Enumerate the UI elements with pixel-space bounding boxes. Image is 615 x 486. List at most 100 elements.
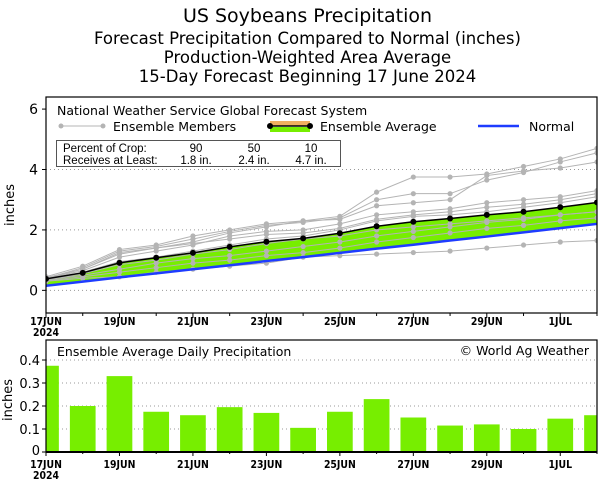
ensemble-member-point xyxy=(594,159,597,165)
y-tick-label: 0.3 xyxy=(19,377,40,392)
y-axis-label: inches xyxy=(1,379,16,421)
ensemble-member-point xyxy=(557,159,563,165)
bar xyxy=(400,417,427,452)
crop-table-percent: 90 xyxy=(190,143,203,155)
legend-average-label: Ensemble Average xyxy=(320,119,437,134)
ensemble-member-point xyxy=(263,228,269,235)
legend-average-dot xyxy=(267,123,273,129)
ensemble-average-point xyxy=(373,223,380,230)
ensemble-member-point xyxy=(447,206,453,212)
x-tick-label: 25JUN xyxy=(324,459,356,471)
ensemble-member-point xyxy=(557,212,563,218)
ensemble-average-point xyxy=(594,199,597,206)
ensemble-member-point xyxy=(374,203,380,209)
ensemble-member-point xyxy=(410,249,416,256)
ensemble-member-point xyxy=(557,239,563,245)
ensemble-member-point xyxy=(520,197,527,203)
ensemble-average-point xyxy=(336,230,343,237)
ensemble-member-point xyxy=(520,204,527,210)
ensemble-member-point xyxy=(337,253,343,259)
bar xyxy=(584,415,597,452)
ensemble-member-point xyxy=(153,248,159,254)
crop-table-amount: 2.4 in. xyxy=(238,155,269,167)
ensemble-member-point xyxy=(520,242,527,248)
ensemble-average-point xyxy=(483,211,490,218)
legend-members-dot xyxy=(100,123,106,129)
top-plot-frame xyxy=(45,96,598,314)
y-tick-label: 4 xyxy=(29,163,38,179)
crop-table-percent: 50 xyxy=(248,143,261,155)
ensemble-member-point xyxy=(410,228,416,235)
ensemble-member-point xyxy=(374,197,380,203)
y-tick-label: 6 xyxy=(29,102,38,118)
bar xyxy=(253,412,280,452)
normal-line xyxy=(46,222,597,288)
bar xyxy=(290,427,316,452)
legend-normal-label: Normal xyxy=(529,119,574,134)
ensemble-member-point xyxy=(410,224,416,230)
x-tick-label: 27JUN xyxy=(397,316,429,328)
y-tick-label: 0.1 xyxy=(19,423,40,438)
crop-table-row2-label: Receives at Least: xyxy=(63,155,158,167)
ensemble-member-point xyxy=(300,249,306,256)
bar-plot-area xyxy=(46,359,597,452)
crop-table-amount: 4.7 in. xyxy=(295,155,326,167)
legend-average-fill xyxy=(270,127,310,132)
x-tick-label: 17JUN xyxy=(30,316,62,328)
legend-source-label: National Weather Service Global Forecast… xyxy=(57,103,367,118)
ensemble-member-point xyxy=(520,168,527,174)
ensemble-average-point xyxy=(300,235,307,242)
ensemble-member-point xyxy=(520,163,527,170)
ensemble-member-point xyxy=(374,212,380,218)
bar xyxy=(216,407,243,452)
x-tick-label: 27JUN xyxy=(397,459,429,471)
bar xyxy=(143,411,170,452)
ensemble-member-point xyxy=(337,216,343,222)
x-tick-label: 19JUN xyxy=(104,459,136,471)
ensemble-member-point xyxy=(263,253,269,259)
ensemble-member-point xyxy=(263,224,269,230)
x-year-label: 2024 xyxy=(33,470,59,482)
ensemble-member-point xyxy=(190,256,196,262)
x-tick-label: 17JUN xyxy=(30,459,62,471)
legend-members-dot xyxy=(58,123,64,129)
ensemble-member-point xyxy=(116,249,123,256)
ensemble-member-point xyxy=(374,239,380,245)
ensemble-member-point xyxy=(153,260,159,266)
y-axis-label: inches xyxy=(3,184,18,226)
ensemble-average-point xyxy=(116,259,123,266)
x-tick-label: 23JUN xyxy=(250,316,282,328)
x-tick-label: 29JUN xyxy=(471,316,503,328)
ensemble-member-point xyxy=(116,254,123,260)
chart-subtitle-1: Forecast Precipitation Compared to Norma… xyxy=(94,29,521,48)
x-tick-label: 1JUL xyxy=(549,459,573,471)
ensemble-member-line xyxy=(46,196,597,280)
ensemble-member-point xyxy=(557,218,563,224)
ensemble-member-line xyxy=(46,147,597,278)
ensemble-member-line xyxy=(46,211,597,281)
ensemble-average-point xyxy=(226,243,233,250)
ensemble-member-point xyxy=(594,194,597,200)
ensemble-member-point xyxy=(410,213,416,219)
ensemble-member-point xyxy=(410,174,416,180)
ensemble-member-point xyxy=(227,233,233,239)
ensemble-member-point xyxy=(484,225,490,232)
y-tick-label: 0 xyxy=(29,283,38,299)
y-tick-label: 0.4 xyxy=(19,354,40,369)
x-tick-label: 29JUN xyxy=(471,459,503,471)
x-tick-label: 19JUN xyxy=(104,316,136,328)
ensemble-member-point xyxy=(484,204,490,210)
x-tick-label: 21JUN xyxy=(177,459,209,471)
ensemble-average-point xyxy=(46,275,49,282)
legend-members-label: Ensemble Members xyxy=(113,119,236,134)
ensemble-member-line xyxy=(46,211,597,281)
ensemble-member-line xyxy=(46,193,597,279)
ensemble-member-point xyxy=(557,165,563,171)
ensemble-member-point xyxy=(484,172,490,179)
ensemble-member-point xyxy=(337,239,343,245)
ensemble-member-point xyxy=(337,221,343,227)
ensemble-member-point xyxy=(153,265,159,271)
ensemble-member-point xyxy=(374,251,380,257)
